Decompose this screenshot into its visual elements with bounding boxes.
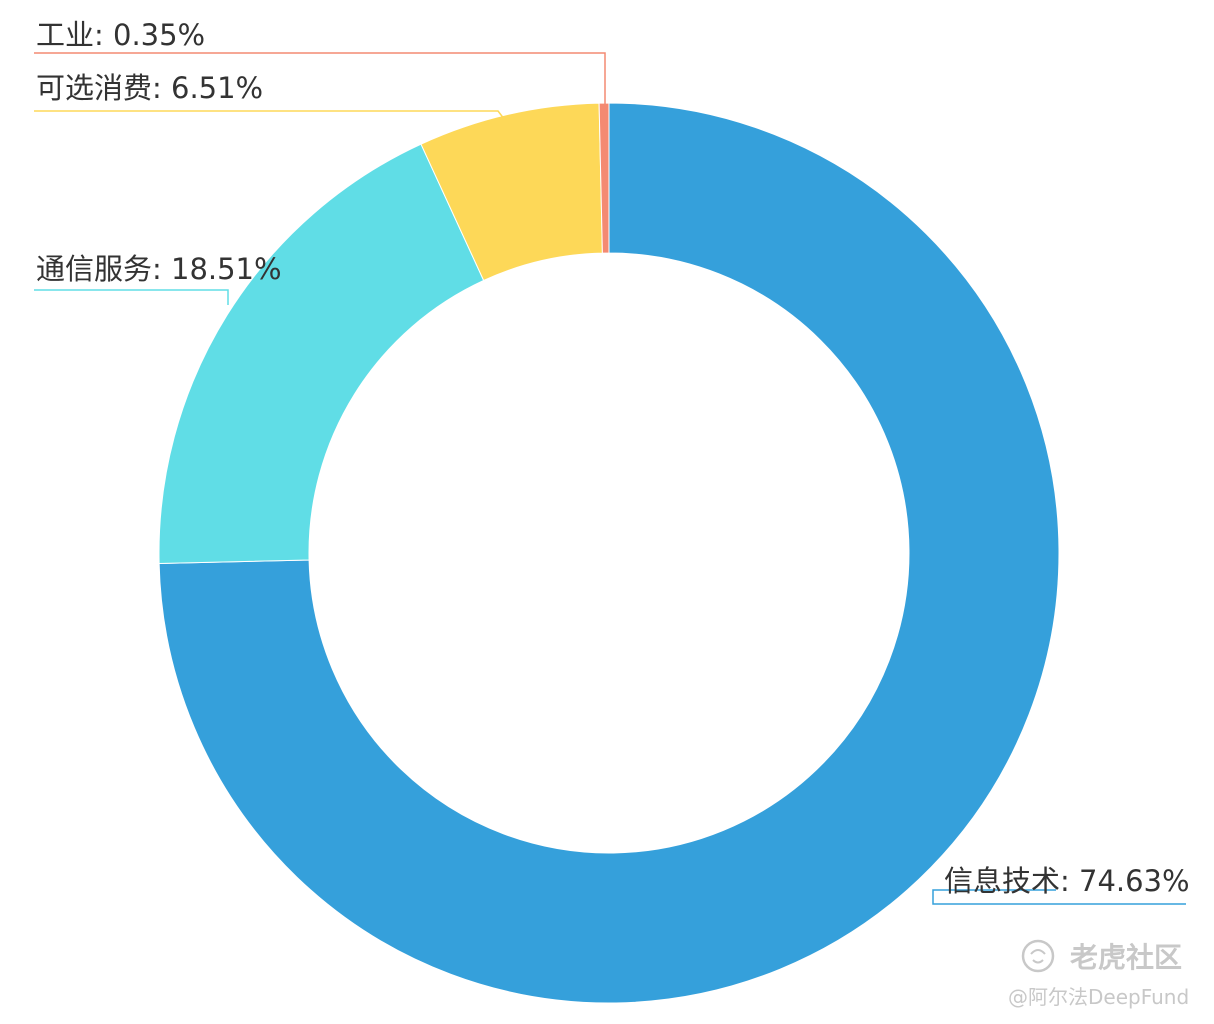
labels-group: 信息技术: 74.63% 通信服务: 18.51% 可选消费: 6.51% 工业: 0…	[36, 18, 1190, 898]
slice-label-1: 信息技术: 74.63%	[944, 864, 1190, 898]
slice-label-2: 通信服务: 18.51%	[36, 252, 282, 286]
slice-1	[158, 102, 1060, 1004]
leader-line-1	[932, 889, 1186, 905]
watermark: 老虎社区 @阿尔法DeepFund	[1008, 939, 1189, 1009]
leader-lines-group	[34, 52, 1186, 905]
slice-2	[158, 143, 485, 564]
watermark-author: @阿尔法DeepFund	[1008, 985, 1189, 1009]
slices-group	[158, 102, 1060, 1004]
leader-line-2	[34, 289, 229, 305]
slice-label-3: 可选消费: 6.51%	[36, 71, 263, 105]
leader-line-4	[34, 52, 606, 104]
leader-line-3	[34, 110, 509, 125]
tiger-logo-icon	[1021, 939, 1055, 973]
slice-label-4: 工业: 0.35%	[36, 18, 205, 52]
watermark-brand: 老虎社区	[1070, 941, 1182, 974]
slice-4	[598, 102, 610, 254]
